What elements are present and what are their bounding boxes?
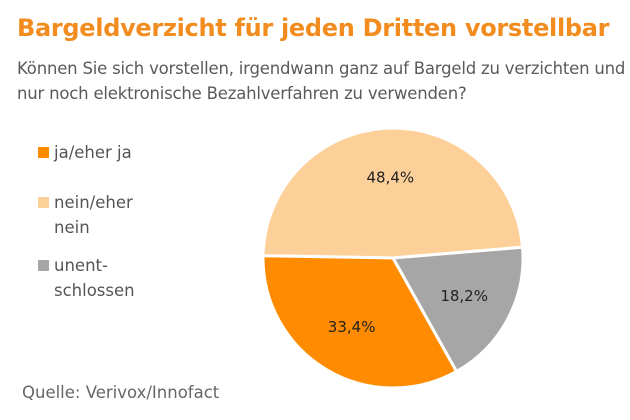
pie-slice-unentschlossen bbox=[391, 245, 525, 373]
pie-data-label-unentschlossen: 18,2% bbox=[440, 287, 488, 305]
source-note: Quelle: Verivox/Innofact bbox=[22, 383, 220, 402]
chart-title: Bargeldverzicht für jeden Dritten vorste… bbox=[17, 14, 610, 42]
chart-subtitle: Können Sie sich vorstellen, irgendwann g… bbox=[17, 59, 626, 103]
pie-data-label-neinehernein: 48,4% bbox=[367, 168, 415, 186]
legend-item-unentschlossen: unent-schlossen bbox=[38, 253, 198, 303]
legend-swatch-nein bbox=[38, 197, 49, 208]
pie-data-label-jaeherja: 33,4% bbox=[328, 318, 376, 336]
legend-swatch-ja bbox=[38, 147, 49, 158]
legend-label-ja: ja/eher ja bbox=[54, 143, 132, 162]
legend-label-nein: nein/eher nein bbox=[54, 193, 133, 237]
legend-label-unentschlossen: unent-schlossen bbox=[54, 256, 135, 300]
pie-slice-neinehernein bbox=[261, 126, 525, 260]
legend-swatch-unentschlossen bbox=[38, 260, 49, 271]
legend-item-nein: nein/eher nein bbox=[38, 190, 198, 240]
legend-item-ja: ja/eher ja bbox=[38, 140, 198, 165]
pie-slice-jaeherja bbox=[261, 254, 459, 390]
